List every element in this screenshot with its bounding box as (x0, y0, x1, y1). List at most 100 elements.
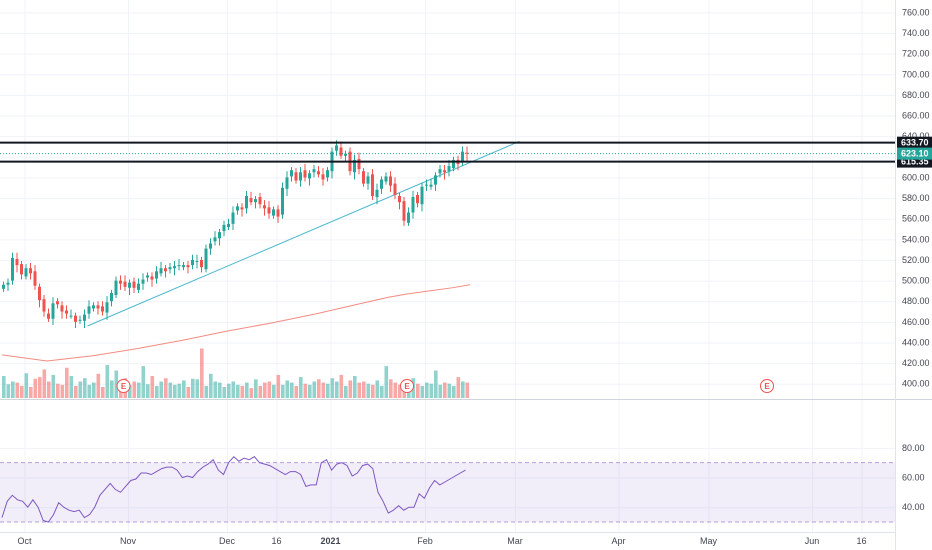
candle-body (69, 315, 73, 317)
volume-bar (416, 383, 420, 398)
candle-body (51, 303, 55, 319)
candle-body (74, 315, 77, 322)
candle-body (33, 271, 37, 286)
volume-bar (11, 381, 15, 398)
price-tick-label: 640.00 (902, 131, 930, 141)
volume-bar (51, 374, 56, 398)
volume-bar (33, 378, 38, 398)
candle-body (186, 265, 190, 268)
candle-body (371, 174, 374, 196)
candle-body (344, 153, 347, 156)
volume-bar (74, 385, 78, 398)
volume-bar (96, 373, 101, 398)
candle-body (110, 292, 113, 302)
volume-bar (317, 379, 321, 398)
time-axis-label: Nov (120, 536, 137, 546)
volume-bar (240, 385, 245, 398)
candle-body (150, 276, 154, 280)
rsi-pane (0, 455, 895, 523)
candle-body (191, 259, 194, 266)
candle-body (461, 151, 464, 162)
candle-body (168, 267, 172, 270)
volume-bar (375, 380, 380, 398)
candle-body (65, 310, 68, 314)
volume-bar (330, 378, 335, 398)
candle-body (38, 286, 41, 301)
volume-bar (357, 382, 362, 398)
price-tick-label: 580.00 (902, 193, 930, 203)
trendline (87, 140, 520, 327)
candle-body (299, 172, 302, 181)
price-tick-label: 740.00 (902, 28, 930, 38)
volume-bar (249, 388, 254, 398)
volume-bar (195, 379, 200, 398)
candle-body (78, 319, 82, 321)
volume-bar (447, 383, 452, 398)
volume-bar (29, 387, 33, 398)
price-tick-label: 440.00 (902, 337, 930, 347)
volume-bar (114, 370, 119, 398)
price-tag-label: 615.35 (901, 157, 929, 167)
candle-body (92, 305, 95, 309)
rsi-tick-label: 60.00 (902, 473, 925, 483)
time-axis[interactable]: Oct Nov Dec 16 2021 Feb Mar Apr May Jun 16 (0, 532, 895, 547)
candle-body (15, 258, 19, 266)
grid (0, 0, 895, 532)
time-axis-label: Apr (611, 536, 625, 546)
volume-bar (155, 385, 159, 398)
price-tick-label: 460.00 (902, 317, 930, 327)
candle-body (20, 264, 23, 275)
candle-body (231, 212, 235, 224)
volume-bar (159, 381, 164, 398)
volume-bar (294, 385, 299, 398)
candle-body (407, 212, 410, 223)
earnings-marker (400, 379, 414, 393)
candle-body (276, 209, 280, 217)
candle-body (398, 196, 401, 203)
volume-bar (326, 383, 330, 398)
price-tick-label: 540.00 (902, 234, 930, 244)
candle-body (177, 265, 181, 267)
price-axis[interactable]: 400.00 420.00 440.00 460.00 480.00 500.00 520.… (895, 0, 932, 550)
price-tick-label: 720.00 (902, 49, 930, 59)
candle-body (362, 171, 365, 184)
time-axis-label: Oct (17, 536, 32, 546)
volume-bar (146, 384, 150, 398)
time-axis-label: Mar (507, 536, 523, 546)
candle-body (213, 237, 217, 242)
candle-body (429, 184, 433, 187)
candle-body (29, 268, 32, 274)
volume-bar (308, 384, 312, 398)
volume-bar (389, 379, 393, 398)
earnings-marker (760, 379, 774, 393)
candle-body (173, 266, 176, 269)
volume-bar (24, 373, 29, 398)
candle-body (2, 284, 5, 289)
volume-bar (339, 374, 344, 398)
candle-body (56, 301, 59, 305)
candle-body (443, 170, 446, 173)
volume-bar (443, 382, 447, 398)
candle-body (128, 282, 131, 288)
volume-bar (258, 385, 263, 398)
volume-bar (290, 382, 294, 398)
candle-body (132, 281, 136, 288)
candle-body (393, 183, 397, 195)
price-tick-label: 680.00 (902, 90, 930, 100)
candle-body (326, 170, 329, 178)
candle-body (312, 169, 316, 173)
price-tick-label: 400.00 (902, 379, 930, 389)
candle-body (96, 305, 100, 309)
candle-body (101, 306, 104, 312)
candle-body (416, 194, 419, 204)
candle-body (366, 176, 370, 184)
volume-bar (425, 382, 429, 398)
candle-body (123, 281, 127, 287)
volume-bar (380, 385, 384, 398)
time-axis-label: May (700, 536, 718, 546)
volume-bar (132, 381, 137, 398)
volume-bar (42, 369, 47, 398)
candle-body (195, 260, 199, 262)
volume-bar (267, 381, 272, 398)
